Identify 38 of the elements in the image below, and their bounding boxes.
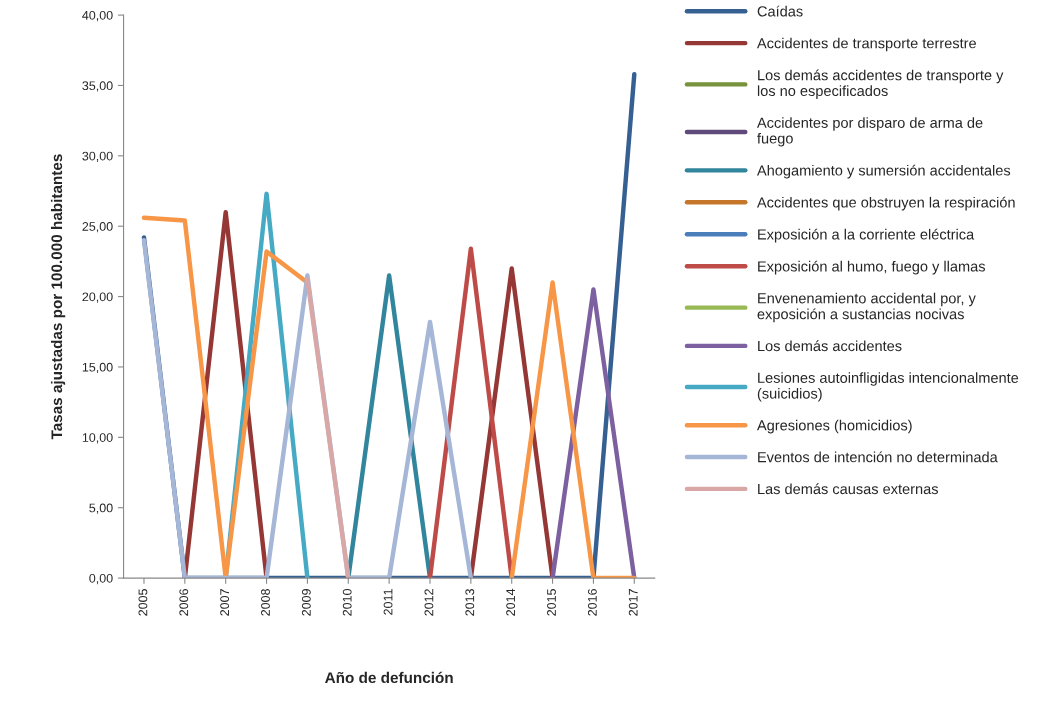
x-tick-label: 2015 xyxy=(547,589,556,616)
y-tick-label: 30,00 xyxy=(82,151,113,162)
x-tick-label: 2014 xyxy=(506,588,516,616)
x-tick-label: 2012 xyxy=(424,589,434,616)
legend-label: Lesiones autoinfligidas intencionalmente (suicidios) xyxy=(757,372,1019,402)
y-tick-label: 25,00 xyxy=(82,222,113,233)
x-tick-label: 2010 xyxy=(342,588,352,616)
x-axis-title: Año de defunción xyxy=(325,671,453,684)
y-tick-label: 35,00 xyxy=(82,81,113,92)
y-tick-label: 15,00 xyxy=(82,362,113,374)
legend-label: Accidentes que obstruyen la respiración xyxy=(756,196,1015,211)
legend-label: Eventos de intención no determinada xyxy=(758,451,998,463)
y-tick-label: 0,00 xyxy=(89,573,113,585)
legend-label: Ahogamiento y sumersión accidentales xyxy=(756,164,1011,179)
x-tick-label: 2006 xyxy=(179,589,189,616)
y-axis-title: Tasas ajustadas por 100.000 habitantes xyxy=(50,154,66,440)
x-tick-label: 2017 xyxy=(628,589,638,616)
legend-label: Los demás accidentes xyxy=(758,340,902,352)
y-tick-label: 40,00 xyxy=(82,10,113,22)
x-tick-label: 2013 xyxy=(465,589,475,616)
legend-label: Accidentes por disparo de arma de fuego xyxy=(756,117,983,147)
legend-label: Accidentes de transporte terrestre xyxy=(756,37,976,52)
legend-label: Las demás causas externas xyxy=(758,483,939,495)
legend-label: Exposición a la corriente eléctrica xyxy=(758,228,975,243)
legend-label: Agresiones (homicidios) xyxy=(756,419,912,434)
x-tick-label: 2016 xyxy=(587,589,597,616)
x-tick-label: 2009 xyxy=(301,589,311,616)
x-tick-label: 2008 xyxy=(261,589,270,616)
y-tick-label: 5,00 xyxy=(89,503,113,514)
legend-label: Los demás accidentes de transporte y los no especificados xyxy=(757,69,1004,99)
y-tick-label: 20,00 xyxy=(82,292,113,303)
x-tick-label: 2007 xyxy=(220,589,230,616)
x-tick-label: 2011 xyxy=(383,589,393,615)
y-tick-label: 10,00 xyxy=(82,433,113,444)
legend-label: Envenenamiento accidental por, y exposición a sustancias nocivas xyxy=(757,292,976,323)
legend-label: Caídas xyxy=(757,5,803,17)
x-tick-label: 2005 xyxy=(138,589,148,616)
legend-label: Exposición al humo, fuego y llamas xyxy=(758,260,986,275)
